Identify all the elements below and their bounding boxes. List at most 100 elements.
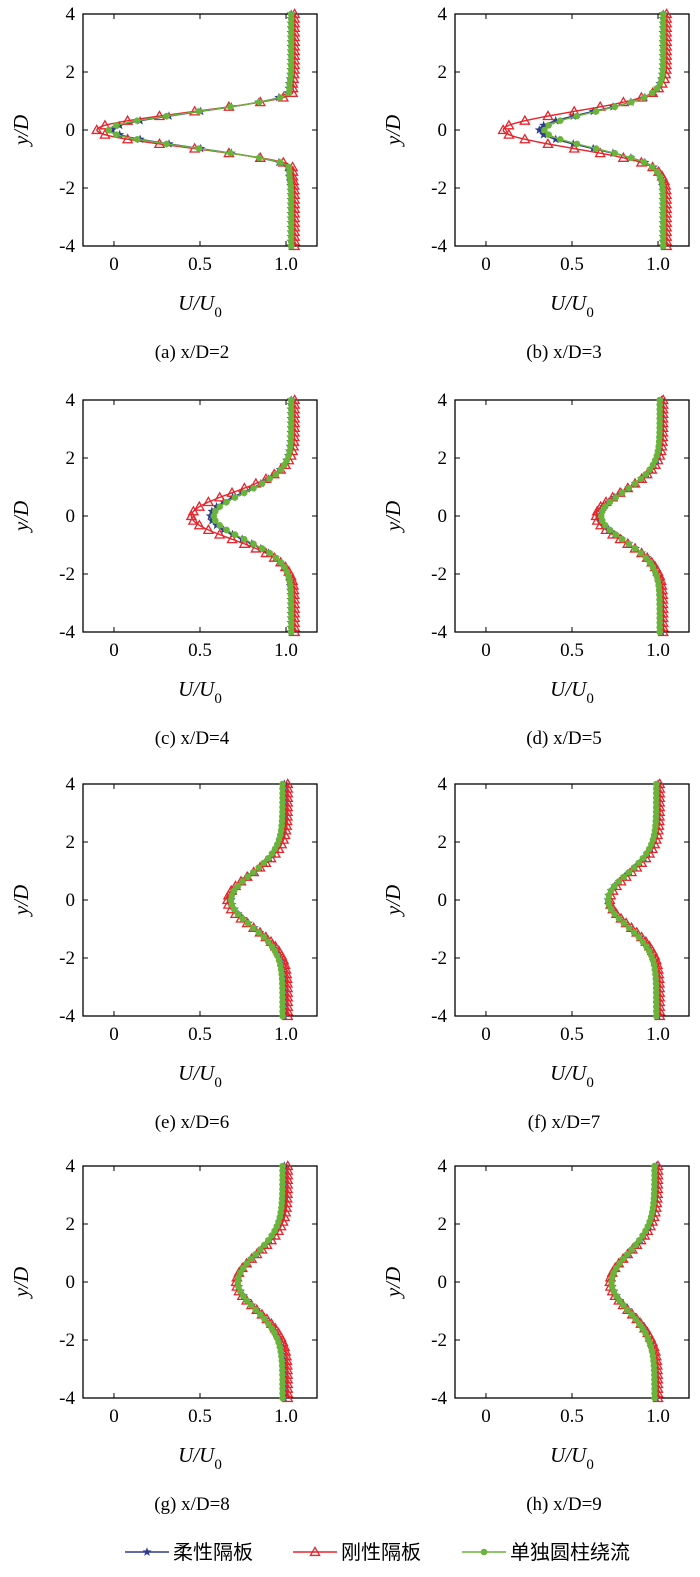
y-tick-label: 0 xyxy=(66,1272,76,1293)
data-point-marker xyxy=(287,66,295,73)
data-point-marker xyxy=(519,133,531,144)
y-axis-label: y/D xyxy=(9,885,33,917)
series-line xyxy=(111,14,292,246)
data-point-marker xyxy=(239,915,246,922)
data-point-marker xyxy=(244,919,252,927)
data-point-marker xyxy=(99,119,111,130)
data-point-marker xyxy=(651,1171,658,1179)
data-point-marker xyxy=(632,1241,639,1249)
data-point-marker xyxy=(649,563,657,571)
data-point-marker xyxy=(272,554,280,562)
data-point-marker xyxy=(620,1255,627,1263)
y-tick-label: -2 xyxy=(431,1330,447,1351)
data-point-marker xyxy=(656,614,664,622)
series-单独圆柱绕流 xyxy=(608,1162,658,1402)
data-point-marker xyxy=(287,238,295,245)
data-point-marker xyxy=(213,528,226,539)
data-point-marker xyxy=(652,984,660,992)
series-line xyxy=(95,14,296,246)
x-tick-label: 1.0 xyxy=(646,1024,670,1045)
data-point-marker xyxy=(652,813,660,820)
data-point-marker xyxy=(659,238,667,245)
data-point-marker xyxy=(627,154,635,162)
data-point-marker xyxy=(260,933,268,941)
data-point-marker xyxy=(651,1380,658,1388)
data-point-marker xyxy=(659,52,667,60)
data-point-marker xyxy=(659,24,667,32)
data-point-marker xyxy=(231,531,239,538)
data-point-marker xyxy=(276,94,284,101)
data-point-marker xyxy=(207,506,217,516)
series-line xyxy=(610,1166,657,1398)
y-tick-label: -2 xyxy=(431,564,447,585)
data-point-marker xyxy=(255,98,263,106)
data-point-marker xyxy=(287,401,295,408)
data-point-marker xyxy=(227,149,234,157)
data-point-marker xyxy=(628,1246,635,1253)
series-line xyxy=(230,784,284,1016)
y-tick-label: 4 xyxy=(438,390,448,411)
data-point-marker xyxy=(264,854,272,862)
x-axis-label: U/U0 xyxy=(550,291,594,321)
data-point-marker xyxy=(216,521,224,529)
data-point-marker xyxy=(287,210,295,217)
data-point-marker xyxy=(256,1246,264,1253)
chart-panel-5: -4 -2 0 2 4 0 0.5 1.0 y/D U/U0 (e) x/D=6 xyxy=(9,774,318,1133)
y-tick-label: -2 xyxy=(431,178,447,199)
data-point-marker xyxy=(261,1241,268,1249)
data-point-marker xyxy=(652,980,660,987)
x-tick-label: 0.5 xyxy=(188,1024,212,1045)
data-point-marker xyxy=(279,989,286,997)
data-point-marker xyxy=(659,219,667,227)
data-point-marker xyxy=(651,1390,658,1397)
data-point-marker xyxy=(652,994,660,1001)
x-tick-label: 0.5 xyxy=(560,1024,584,1045)
data-point-marker xyxy=(287,24,295,32)
data-point-marker xyxy=(534,125,544,134)
y-tick-label: 4 xyxy=(438,1156,448,1177)
data-point-marker xyxy=(287,242,295,250)
data-point-marker xyxy=(659,10,667,18)
x-tick-label: 0.5 xyxy=(560,640,584,661)
data-point-marker xyxy=(278,980,286,987)
data-point-marker xyxy=(652,794,660,802)
data-point-marker xyxy=(551,134,561,144)
panel-caption: (c) x/D=4 xyxy=(155,728,230,749)
panel-caption: (g) x/D=8 xyxy=(154,1494,230,1515)
data-point-marker xyxy=(113,131,120,138)
data-point-marker xyxy=(279,998,286,1006)
data-point-marker xyxy=(659,210,667,217)
plot-frame xyxy=(82,13,318,247)
series-line xyxy=(502,14,668,246)
series-line xyxy=(237,1166,285,1398)
data-point-marker xyxy=(556,135,564,143)
data-point-marker xyxy=(611,103,619,111)
series-柔性隔板 xyxy=(107,9,296,250)
data-point-marker xyxy=(625,540,633,548)
data-point-marker xyxy=(279,994,286,1001)
y-axis-label: y/D xyxy=(9,115,33,147)
data-point-marker xyxy=(625,924,633,932)
data-point-marker xyxy=(601,503,609,511)
data-point-marker xyxy=(287,396,295,404)
series-line xyxy=(538,14,664,246)
data-point-marker xyxy=(611,910,618,918)
data-point-marker xyxy=(617,151,630,162)
triangle-icon xyxy=(309,1546,321,1557)
chart-panel-2: -4 -2 0 2 4 0 0.5 1.0 y/D U/U0 (b) x/D=3 xyxy=(381,4,690,363)
data-point-marker xyxy=(659,33,667,41)
data-point-marker xyxy=(653,168,661,176)
series-line xyxy=(598,400,663,632)
series-单独圆柱绕流 xyxy=(105,10,295,250)
data-point-marker xyxy=(287,38,295,46)
data-point-marker xyxy=(279,1390,286,1397)
data-point-marker xyxy=(286,84,293,92)
data-point-marker xyxy=(612,531,619,538)
data-point-marker xyxy=(616,1297,623,1304)
data-point-marker xyxy=(287,19,295,27)
data-point-marker xyxy=(163,112,170,120)
data-point-marker xyxy=(639,1325,646,1332)
data-point-marker xyxy=(287,52,295,60)
legend: 柔性隔板 刚性隔板 单独圆柱绕流 xyxy=(125,1540,630,1564)
data-point-marker xyxy=(279,1190,286,1198)
